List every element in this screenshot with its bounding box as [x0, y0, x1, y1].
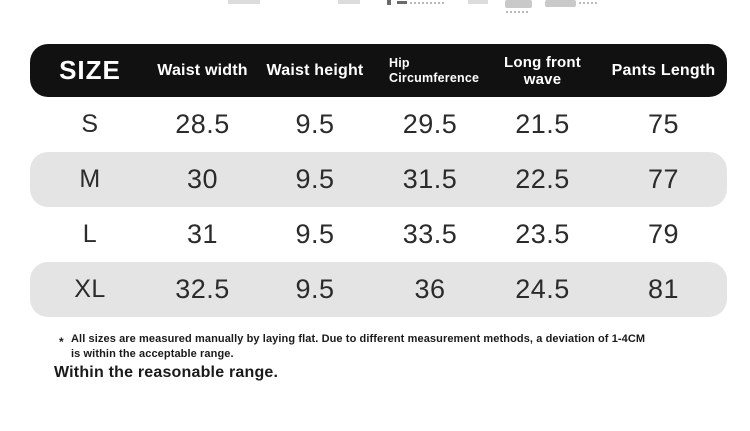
header-size: SIZE: [59, 55, 121, 85]
asterisk-marker: *: [59, 335, 64, 349]
cell-hip: 36: [414, 274, 446, 304]
reasonable-range-text: Within the reasonable range.: [54, 364, 279, 381]
size-chart-header-row: SIZE Waist width Waist height Hip Circum…: [30, 44, 727, 97]
size-label: XL: [74, 275, 106, 303]
cell-waist-width: 30: [186, 164, 219, 194]
cell-pants-length: 77: [647, 164, 680, 194]
cell-front-wave: 23.5: [515, 219, 570, 249]
cell-pants-length: 79: [647, 219, 680, 249]
remnant-dotted-line: [506, 11, 530, 13]
header-waist-width: Waist width: [157, 61, 248, 79]
remnant-box: [505, 0, 532, 8]
remnant-blur: [468, 0, 488, 4]
header-pants-length: Pants Length: [611, 61, 716, 79]
remnant-dot: [387, 0, 391, 5]
cell-waist-height: 9.5: [295, 274, 335, 304]
remnant-box: [545, 0, 576, 7]
cell-hip: 31.5: [402, 164, 458, 194]
cell-front-wave: 22.5: [515, 164, 570, 194]
cell-pants-length: 75: [647, 109, 680, 139]
table-row-l: L 31 9.5 33.5 23.5 79: [30, 207, 727, 262]
size-label: S: [81, 110, 99, 138]
cell-hip: 29.5: [402, 109, 458, 139]
header-hip-circumference: Hip Circumference: [389, 55, 480, 85]
remnant-blur: [228, 0, 260, 4]
size-chart-table: SIZE Waist width Waist height Hip Circum…: [30, 44, 727, 317]
cell-waist-height: 9.5: [295, 219, 335, 249]
disclaimer-text: * All sizes are measured manually by lay…: [57, 332, 657, 361]
cell-waist-height: 9.5: [295, 164, 335, 194]
remnant-dotted-line: [410, 2, 446, 4]
cell-front-wave: 24.5: [515, 274, 570, 304]
remnant-blur: [338, 0, 360, 4]
size-label: M: [79, 165, 101, 193]
cell-waist-width: 32.5: [175, 274, 230, 304]
disclaimer-body: All sizes are measured manually by layin…: [71, 333, 646, 360]
cell-hip: 33.5: [402, 219, 458, 249]
table-row-s: S 28.5 9.5 29.5 21.5 75: [30, 97, 727, 152]
table-row-m: M 30 9.5 31.5 22.5 77: [30, 152, 727, 207]
size-label: L: [82, 220, 98, 248]
measurement-footnote: * All sizes are measured manually by lay…: [54, 332, 677, 383]
cell-waist-width: 28.5: [175, 109, 230, 139]
remnant-dash: [397, 1, 407, 4]
cell-waist-height: 9.5: [295, 109, 335, 139]
cropped-top-remnants: [0, 0, 750, 14]
header-long-front-wave: Long front wave: [504, 53, 581, 88]
remnant-dotted-line: [579, 2, 597, 4]
table-row-xl: XL 32.5 9.5 36 24.5 81: [30, 262, 727, 317]
cell-front-wave: 21.5: [515, 109, 570, 139]
header-waist-height: Waist height: [266, 61, 364, 79]
cell-waist-width: 31: [186, 219, 219, 249]
cell-pants-length: 81: [647, 274, 680, 304]
